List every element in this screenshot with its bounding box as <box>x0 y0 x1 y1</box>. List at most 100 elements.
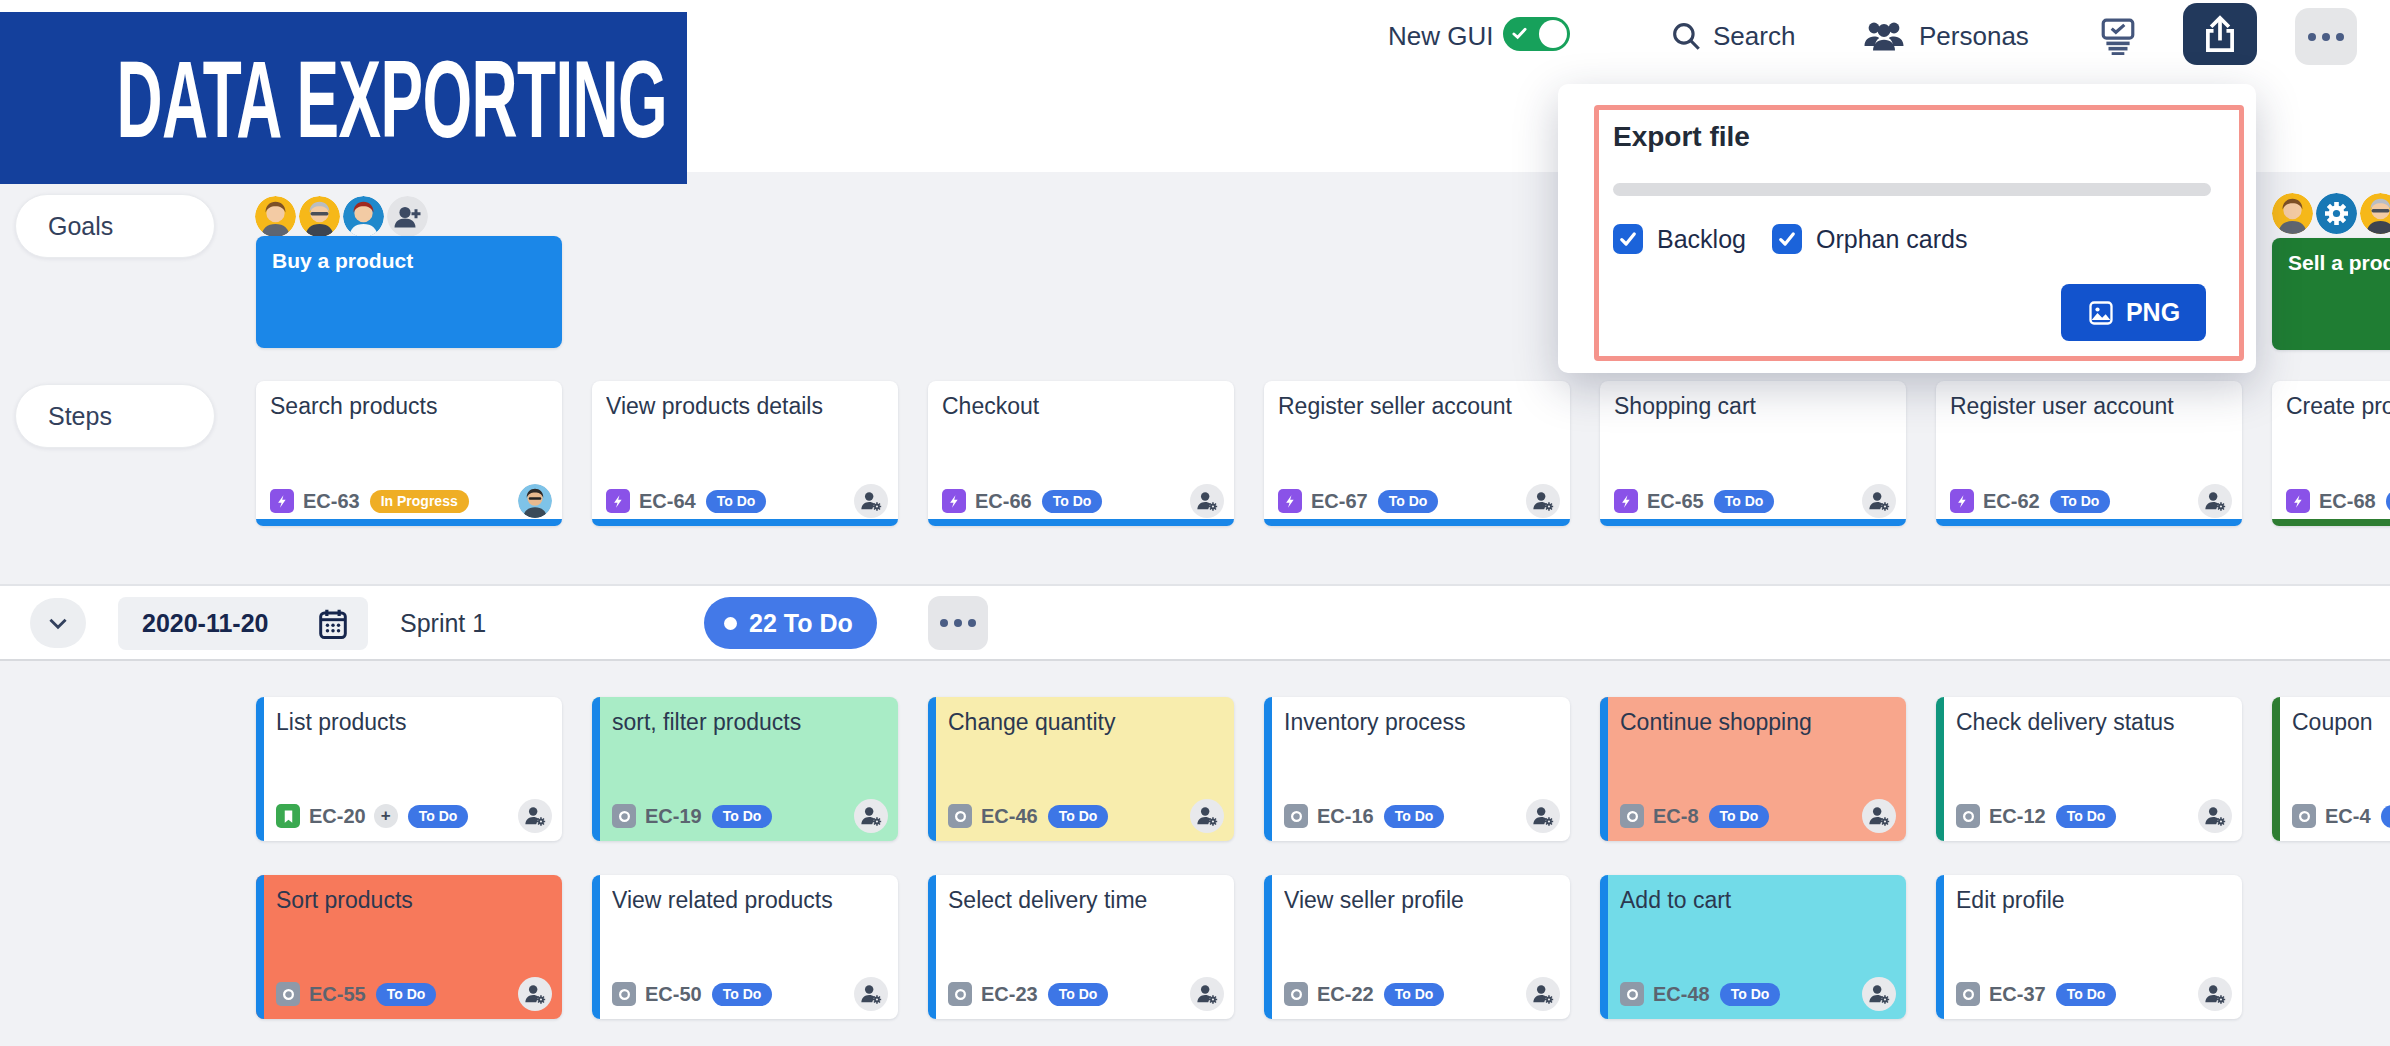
story-type-icon <box>942 489 966 513</box>
search-label[interactable]: Search <box>1713 21 1795 52</box>
search-icon[interactable] <box>1668 18 1704 54</box>
status-badge[interactable]: To Do <box>2056 983 2117 1006</box>
grid-card[interactable]: Inventory processEC-16To Do <box>1264 697 1570 841</box>
assignee-icon[interactable] <box>854 484 888 518</box>
status-badge[interactable]: To Do <box>1720 983 1781 1006</box>
status-badge[interactable]: To Do <box>2056 805 2117 828</box>
avatar-woman-redhair[interactable] <box>343 196 384 237</box>
step-card[interactable]: Shopping cartEC-65To Do <box>1600 381 1906 526</box>
avatar-man[interactable] <box>2272 193 2313 234</box>
status-badge[interactable]: To Do <box>1378 490 1439 513</box>
png-export-button[interactable]: PNG <box>2061 284 2206 341</box>
status-badge[interactable]: To Do <box>2386 490 2390 513</box>
assignee-icon[interactable] <box>854 799 888 833</box>
assignee-icon[interactable] <box>1862 977 1896 1011</box>
grid-card[interactable]: Add to cartEC-48To Do <box>1600 875 1906 1019</box>
status-badge[interactable]: To Do <box>2381 805 2390 828</box>
step-card[interactable]: Register user accountEC-62To Do <box>1936 381 2242 526</box>
step-card[interactable]: View products detailsEC-64To Do <box>592 381 898 526</box>
assignee-icon[interactable] <box>518 799 552 833</box>
card-title: Buy a product <box>272 248 546 273</box>
status-badge[interactable]: To Do <box>1709 805 1770 828</box>
status-badge[interactable]: To Do <box>712 983 773 1006</box>
board-view-icon[interactable] <box>2098 16 2138 56</box>
goal-avatars-right <box>2272 193 2390 234</box>
card-title: Register user account <box>1950 393 2232 421</box>
card-left-bar <box>1600 697 1608 841</box>
sprint-name[interactable]: Sprint 1 <box>400 597 486 650</box>
card-title: Sort products <box>276 887 552 915</box>
assignee-icon[interactable] <box>854 977 888 1011</box>
export-share-button[interactable] <box>2183 3 2257 65</box>
assignee-icon[interactable] <box>1862 799 1896 833</box>
orphan-cards-checkbox[interactable] <box>1772 224 1802 254</box>
add-badge[interactable]: + <box>374 804 398 828</box>
collapse-sprint-button[interactable] <box>30 598 86 648</box>
personas-icon[interactable] <box>1862 16 1906 56</box>
share-icon <box>2200 13 2240 55</box>
grid-card[interactable]: Check delivery statusEC-12To Do <box>1936 697 2242 841</box>
lane-label-goals[interactable]: Goals <box>15 194 215 258</box>
grid-card[interactable]: CouponEC-4To Do <box>2272 697 2390 841</box>
assignee-icon[interactable] <box>2198 977 2232 1011</box>
avatar-woman-glasses[interactable] <box>2360 193 2390 234</box>
lane-label-steps[interactable]: Steps <box>15 384 215 448</box>
status-badge[interactable]: To Do <box>2050 490 2111 513</box>
more-options-button[interactable] <box>2295 8 2357 65</box>
step-card[interactable]: Create produEC-68To Do <box>2272 381 2390 526</box>
card-title: Checkout <box>942 393 1224 421</box>
grid-card[interactable]: Continue shoppingEC-8To Do <box>1600 697 1906 841</box>
assignee-icon[interactable] <box>2198 484 2232 518</box>
grid-card[interactable]: Sort productsEC-55To Do <box>256 875 562 1019</box>
assignee-icon[interactable] <box>1526 799 1560 833</box>
status-badge[interactable]: To Do <box>1384 805 1445 828</box>
status-badge[interactable]: To Do <box>1048 983 1109 1006</box>
card-title: Coupon <box>2292 709 2390 737</box>
status-badge[interactable]: To Do <box>1048 805 1109 828</box>
avatar-gear[interactable] <box>2316 193 2357 234</box>
grid-card[interactable]: List productsEC-20+To Do <box>256 697 562 841</box>
status-badge[interactable]: To Do <box>706 490 767 513</box>
avatar-woman-glasses[interactable] <box>299 196 340 237</box>
goal-card[interactable]: Sell a produ <box>2272 238 2390 350</box>
grid-card[interactable]: Edit profileEC-37To Do <box>1936 875 2242 1019</box>
assignee-icon[interactable] <box>1190 484 1224 518</box>
new-gui-toggle[interactable] <box>1503 17 1570 51</box>
status-badge[interactable]: To Do <box>1384 983 1445 1006</box>
assignee-icon[interactable] <box>1862 484 1896 518</box>
step-card[interactable]: Register seller accountEC-67To Do <box>1264 381 1570 526</box>
grid-card[interactable]: Select delivery timeEC-23To Do <box>928 875 1234 1019</box>
status-badge[interactable]: To Do <box>376 983 437 1006</box>
assignee-icon[interactable] <box>1526 977 1560 1011</box>
orphan-cards-checkbox-label: Orphan cards <box>1816 225 1967 254</box>
avatar-add-member[interactable] <box>387 196 428 237</box>
card-title: List products <box>276 709 552 737</box>
assignee-icon[interactable] <box>2198 799 2232 833</box>
grid-card[interactable]: Change quantityEC-46To Do <box>928 697 1234 841</box>
grid-card[interactable]: sort, filter productsEC-19To Do <box>592 697 898 841</box>
chevron-down-icon <box>45 610 71 636</box>
sprint-more-button[interactable] <box>928 596 988 650</box>
card-id: EC-68 <box>2319 490 2376 513</box>
sprint-date-picker[interactable]: 2020-11-20 <box>118 597 368 650</box>
assignee-icon[interactable] <box>1526 484 1560 518</box>
grid-card[interactable]: View related productsEC-50To Do <box>592 875 898 1019</box>
sprint-status-pill[interactable]: 22 To Do <box>704 597 877 649</box>
status-badge[interactable]: In Progress <box>370 490 469 513</box>
new-gui-label: New GUI <box>1388 21 1493 52</box>
avatar-man[interactable] <box>255 196 296 237</box>
assignee-icon[interactable] <box>1190 799 1224 833</box>
assignee-icon[interactable] <box>518 977 552 1011</box>
grid-card[interactable]: View seller profileEC-22To Do <box>1264 875 1570 1019</box>
assignee-avatar[interactable] <box>518 484 552 518</box>
status-badge[interactable]: To Do <box>408 805 469 828</box>
status-badge[interactable]: To Do <box>1714 490 1775 513</box>
status-badge[interactable]: To Do <box>1042 490 1103 513</box>
step-card[interactable]: CheckoutEC-66To Do <box>928 381 1234 526</box>
personas-label[interactable]: Personas <box>1919 21 2029 52</box>
step-card[interactable]: Search productsEC-63In Progress <box>256 381 562 526</box>
backlog-checkbox[interactable] <box>1613 224 1643 254</box>
status-badge[interactable]: To Do <box>712 805 773 828</box>
assignee-icon[interactable] <box>1190 977 1224 1011</box>
goal-card[interactable]: Buy a product <box>256 236 562 348</box>
